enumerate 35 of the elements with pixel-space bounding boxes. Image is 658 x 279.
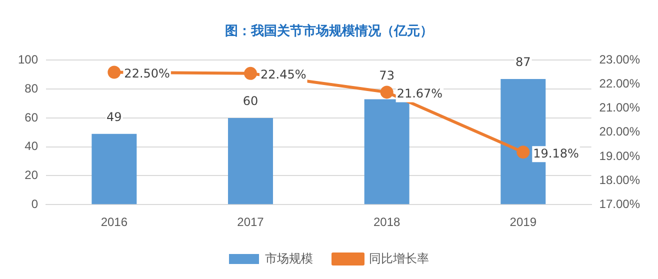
bar <box>92 134 137 204</box>
y2-tick-label: 19.00% <box>599 148 640 163</box>
x-tick-label: 2018 <box>373 215 400 230</box>
data-label: 60 <box>242 94 258 108</box>
point <box>244 66 257 80</box>
y-tick-label: 80 <box>24 81 38 96</box>
chart-title: 图：我国关节市场规模情况（亿元） <box>224 22 434 40</box>
y-tick-label: 60 <box>24 110 38 124</box>
data-label: 49 <box>106 110 122 124</box>
y-tick-label: 40 <box>24 139 38 154</box>
legend-label: 市场规模 <box>265 251 313 266</box>
point <box>380 86 394 99</box>
legend-label: 同比增长率 <box>369 251 429 266</box>
y2-tick-label: 18.00% <box>599 172 640 187</box>
y2-tick-label: 23.00% <box>599 52 640 67</box>
data-label: 73 <box>379 68 394 82</box>
data-label: 19.18% <box>533 146 579 160</box>
point <box>516 146 530 159</box>
y2-tick-label: 20.00% <box>599 124 640 139</box>
data-label: 22.45% <box>260 68 306 82</box>
bar <box>228 118 273 204</box>
point <box>108 66 121 79</box>
y-tick-label: 0 <box>31 196 38 211</box>
data-label: 22.50% <box>124 66 170 80</box>
data-label: 21.67% <box>396 86 443 100</box>
x-tick-label: 2016 <box>100 215 128 230</box>
y2-tick-label: 17.00% <box>599 196 640 211</box>
bar <box>364 99 410 204</box>
data-label: 87 <box>516 55 531 70</box>
y-tick-label: 100 <box>18 52 38 67</box>
x-tick-label: 2017 <box>237 215 264 230</box>
x-tick-label: 2019 <box>510 215 537 230</box>
y2-tick-label: 21.00% <box>599 100 640 115</box>
y2-tick-label: 22.00% <box>599 76 640 91</box>
y-tick-label: 20 <box>24 168 38 182</box>
